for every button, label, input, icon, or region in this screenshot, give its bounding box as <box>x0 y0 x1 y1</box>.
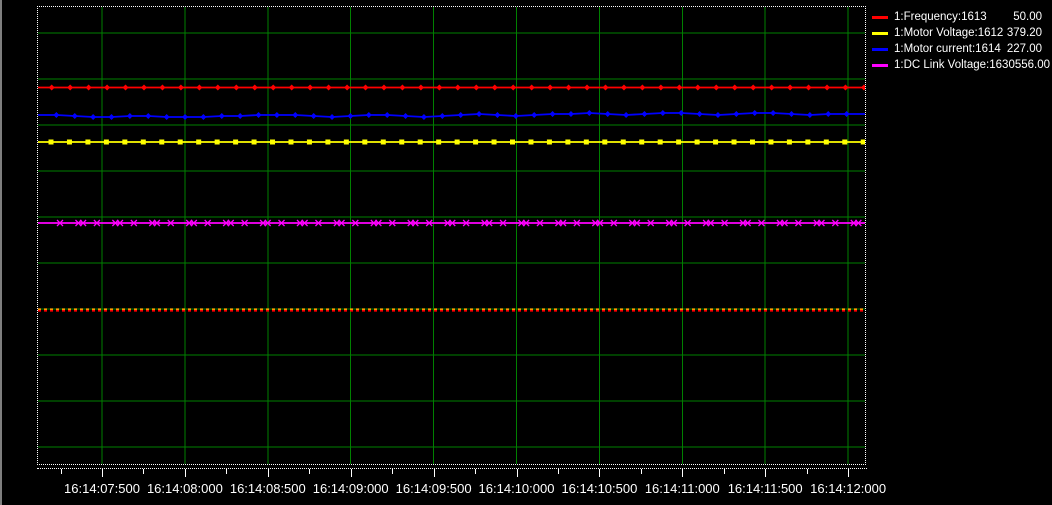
x-tick-minor <box>143 469 145 474</box>
x-tick-minor <box>723 469 725 474</box>
x-tick-major <box>516 469 518 477</box>
legend: 1:Frequency:1613 50.00 1:Motor Voltage:1… <box>872 9 1050 73</box>
x-tick-major <box>184 469 186 477</box>
plot-area[interactable] <box>37 6 866 465</box>
x-tick-minor <box>475 469 477 474</box>
x-tick-major <box>350 469 352 477</box>
x-tick-label: 16:14:10:500 <box>561 481 638 496</box>
legend-value-frequency: 50.00 <box>1013 11 1042 23</box>
legend-item-motor-voltage[interactable]: 1:Motor Voltage:1612 379.20 <box>872 25 1042 41</box>
x-tick-major <box>267 469 269 477</box>
window-edge <box>0 0 2 505</box>
legend-color-motor-voltage-icon <box>872 31 888 35</box>
x-tick-major <box>848 469 850 477</box>
legend-label-motor-voltage: 1:Motor Voltage:1612 <box>894 27 1004 39</box>
legend-item-dc-link-voltage[interactable]: 1:DC Link Voltage:1630 556.00 <box>872 57 1050 73</box>
x-tick-major <box>765 469 767 477</box>
legend-value-motor-voltage: 379.20 <box>1006 27 1042 39</box>
x-tick-label: 16:14:08:500 <box>229 481 306 496</box>
x-tick-major <box>682 469 684 477</box>
x-tick-major <box>599 469 601 477</box>
x-tick-label: 16:14:11:500 <box>727 481 803 496</box>
x-tick-label: 16:14:09:500 <box>395 481 472 496</box>
x-tick-minor <box>60 469 62 474</box>
x-tick-label: 16:14:08:000 <box>146 481 223 496</box>
legend-value-dc-link-voltage: 556.00 <box>1014 59 1051 71</box>
x-tick-major <box>433 469 435 477</box>
x-axis: 16:14:07:500 16:14:08:000 16:14:08:500 16:1… <box>0 466 1052 505</box>
x-tick-major <box>102 469 103 477</box>
legend-color-dc-link-voltage-icon <box>872 63 888 67</box>
x-tick-minor <box>640 469 642 474</box>
x-tick-minor <box>226 469 228 474</box>
legend-label-frequency: 1:Frequency:1613 <box>894 11 987 23</box>
legend-item-frequency[interactable]: 1:Frequency:1613 50.00 <box>872 9 1042 25</box>
legend-label-dc-link-voltage: 1:DC Link Voltage:1630 <box>894 59 1015 71</box>
x-tick-label: 16:14:11:000 <box>644 481 720 496</box>
x-tick-minor <box>557 469 559 474</box>
legend-color-frequency-icon <box>872 15 888 19</box>
x-tick-minor <box>309 469 311 474</box>
legend-color-motor-current-icon <box>872 47 888 51</box>
x-tick-label: 16:14:12:000 <box>810 481 887 496</box>
x-axis-line <box>37 468 867 469</box>
x-tick-label: 16:14:09:000 <box>312 481 389 496</box>
trace-canvas[interactable] <box>38 7 865 464</box>
legend-item-motor-current[interactable]: 1:Motor current:1614 227.00 <box>872 41 1042 57</box>
x-tick-label: 16:14:10:000 <box>478 481 555 496</box>
legend-label-motor-current: 1:Motor current:1614 <box>894 43 1001 55</box>
x-tick-label: 16:14:07:500 <box>64 481 140 496</box>
legend-value-motor-current: 227.00 <box>1006 43 1042 55</box>
x-tick-minor <box>392 469 394 474</box>
x-tick-minor <box>806 469 808 474</box>
